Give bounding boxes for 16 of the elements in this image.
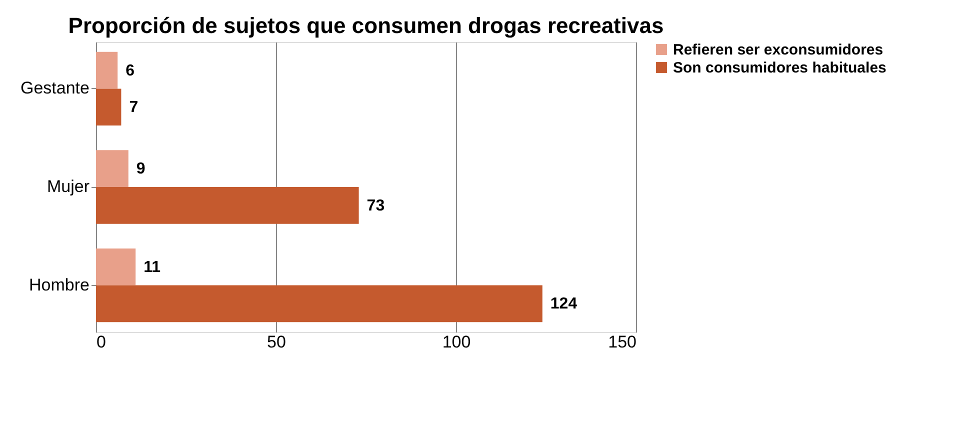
x-tick-label: 150 bbox=[608, 332, 636, 352]
data-label: 7 bbox=[129, 99, 138, 116]
y-tick-label: Gestante bbox=[20, 78, 90, 98]
x-tick-label: 50 bbox=[267, 332, 286, 352]
y-tick-label: Hombre bbox=[29, 275, 90, 294]
chart-title: Proporción de sujetos que consumen drogas recreativas bbox=[68, 13, 664, 38]
data-label: 73 bbox=[366, 197, 385, 214]
legend-label: Refieren ser exconsumidores bbox=[673, 42, 884, 58]
y-tick-label: Mujer bbox=[46, 177, 90, 196]
data-label: 124 bbox=[550, 296, 578, 313]
x-tick-label: 100 bbox=[442, 332, 471, 352]
x-tick-label: 0 bbox=[96, 332, 106, 352]
data-label: 9 bbox=[136, 160, 146, 178]
data-label: 6 bbox=[126, 62, 135, 80]
data-label: 11 bbox=[144, 258, 161, 276]
legend-label: Son consumidores habituales bbox=[673, 60, 886, 76]
